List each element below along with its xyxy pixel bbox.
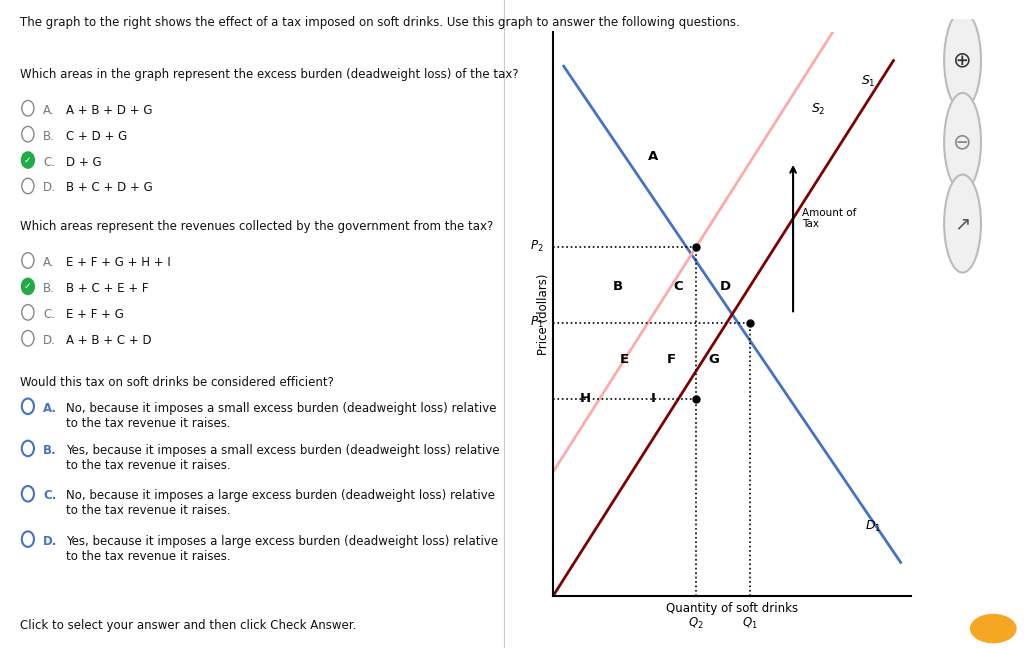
Text: $S_1$: $S_1$: [861, 74, 876, 89]
Text: B + C + D + G: B + C + D + G: [66, 181, 153, 194]
Circle shape: [22, 531, 34, 547]
Text: I: I: [651, 392, 655, 406]
Text: $D_1$: $D_1$: [864, 519, 881, 534]
Text: A + B + D + G: A + B + D + G: [66, 104, 153, 117]
Text: ✓: ✓: [25, 156, 32, 165]
Text: E + F + G + H + I: E + F + G + H + I: [66, 256, 171, 269]
Text: $S_2$: $S_2$: [811, 102, 825, 117]
Text: $P_1$: $P_1$: [530, 315, 544, 330]
Text: B.: B.: [43, 130, 55, 143]
Circle shape: [22, 100, 34, 116]
Text: $P_2$: $P_2$: [530, 239, 544, 254]
Text: G: G: [709, 353, 720, 366]
Text: A + B + C + D: A + B + C + D: [66, 334, 152, 347]
Text: ↗: ↗: [954, 214, 971, 233]
Text: D + G: D + G: [66, 156, 101, 168]
Text: $Q_2$: $Q_2$: [688, 616, 705, 631]
Text: E + F + G: E + F + G: [66, 308, 124, 321]
Circle shape: [944, 174, 981, 273]
Text: Yes, because it imposes a large excess burden (deadweight loss) relative
to the : Yes, because it imposes a large excess b…: [66, 535, 498, 562]
Text: Would this tax on soft drinks be considered efficient?: Would this tax on soft drinks be conside…: [20, 376, 334, 389]
Circle shape: [944, 11, 981, 110]
Text: No, because it imposes a small excess burden (deadweight loss) relative
to the t: No, because it imposes a small excess bu…: [66, 402, 497, 430]
Text: ⊕: ⊕: [953, 51, 972, 70]
Circle shape: [22, 486, 34, 502]
Text: Yes, because it imposes a small excess burden (deadweight loss) relative
to the : Yes, because it imposes a small excess b…: [66, 444, 500, 472]
Text: B.: B.: [43, 444, 56, 457]
Text: B: B: [612, 279, 623, 293]
Circle shape: [22, 441, 34, 456]
Circle shape: [22, 330, 34, 346]
Text: C.: C.: [43, 489, 56, 502]
Text: D: D: [720, 279, 730, 293]
Circle shape: [22, 152, 34, 168]
Circle shape: [22, 253, 34, 268]
Circle shape: [944, 93, 981, 191]
Text: B.: B.: [43, 282, 55, 295]
Circle shape: [22, 178, 34, 194]
Text: Amount of
Tax: Amount of Tax: [802, 207, 856, 229]
Text: E: E: [621, 353, 629, 366]
Text: Which areas represent the revenues collected by the government from the tax?: Which areas represent the revenues colle…: [20, 220, 494, 233]
Circle shape: [22, 126, 34, 142]
Y-axis label: Price (dollars): Price (dollars): [538, 273, 550, 355]
Text: F: F: [667, 353, 676, 366]
Text: A.: A.: [43, 402, 57, 415]
Text: D.: D.: [43, 334, 56, 347]
Text: ⊖: ⊖: [953, 132, 972, 152]
Text: C + D + G: C + D + G: [66, 130, 127, 143]
Text: B + C + E + F: B + C + E + F: [66, 282, 148, 295]
Text: $Q_1$: $Q_1$: [742, 616, 758, 631]
Text: A.: A.: [43, 256, 54, 269]
Circle shape: [22, 399, 34, 414]
Text: Click to select your answer and then click Check Answer.: Click to select your answer and then cli…: [20, 619, 356, 632]
Text: C.: C.: [43, 156, 55, 168]
Circle shape: [22, 305, 34, 320]
Text: H: H: [580, 392, 591, 406]
Text: No, because it imposes a large excess burden (deadweight loss) relative
to the t: No, because it imposes a large excess bu…: [66, 489, 495, 517]
Text: Which areas in the graph represent the excess burden (deadweight loss) of the ta: Which areas in the graph represent the e…: [20, 68, 519, 81]
Circle shape: [970, 614, 1017, 643]
Text: D.: D.: [43, 535, 57, 548]
Text: A: A: [648, 150, 658, 163]
Text: A.: A.: [43, 104, 54, 117]
Text: C.: C.: [43, 308, 55, 321]
Circle shape: [22, 279, 34, 294]
Text: C: C: [674, 279, 683, 293]
X-axis label: Quantity of soft drinks: Quantity of soft drinks: [666, 602, 799, 615]
Text: The graph to the right shows the effect of a tax imposed on soft drinks. Use thi: The graph to the right shows the effect …: [20, 16, 740, 29]
Text: ✓: ✓: [25, 282, 32, 291]
Text: D.: D.: [43, 181, 56, 194]
